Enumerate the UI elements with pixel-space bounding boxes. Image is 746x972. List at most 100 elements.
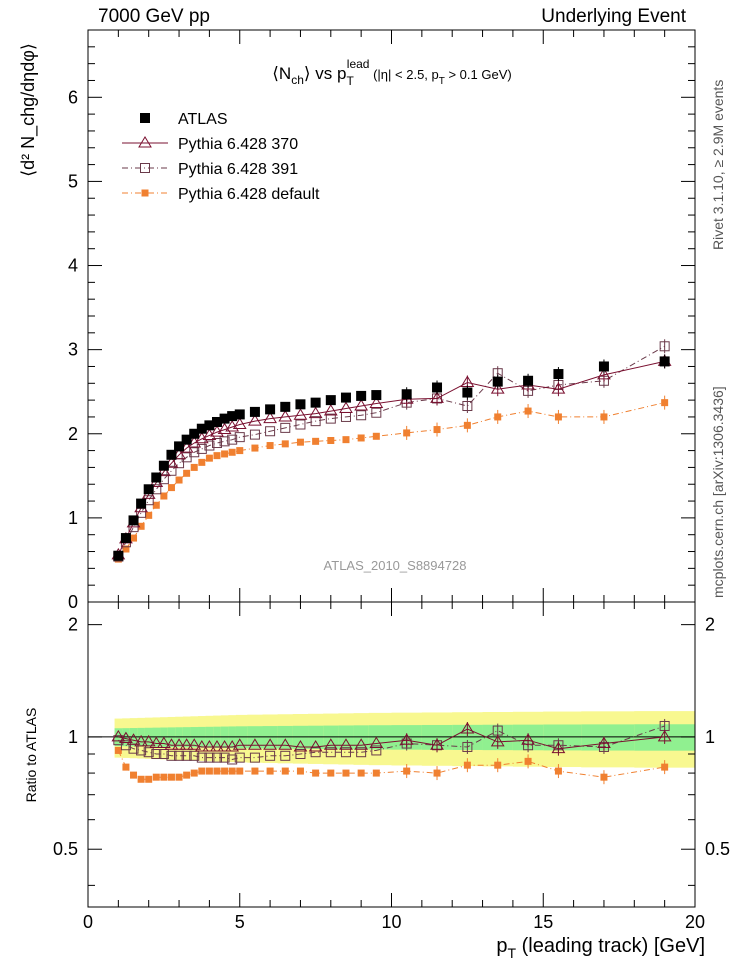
data-point-atlas [280, 401, 291, 412]
data-point-atlas [295, 399, 306, 410]
main-series-group [111, 339, 672, 563]
data-point-pythia-6-428-391 [659, 341, 670, 352]
data-point-pythia-6-428-default [205, 454, 213, 462]
data-point-pythia-6-428-default [312, 437, 320, 445]
ratio-point-pythia-6-428-default [327, 769, 335, 777]
ratio-point-pythia-6-428-default [463, 761, 471, 769]
ratio-point-pythia-6-428-370 [263, 738, 277, 750]
x-axis-title: pT (leading track) [GeV] [496, 935, 705, 961]
data-point-pythia-6-428-391 [371, 407, 382, 418]
data-point-pythia-6-428-391 [356, 410, 367, 421]
data-point-pythia-6-428-default [198, 458, 206, 466]
analysis-id-label: ATLAS_2010_S8894728 [324, 558, 467, 573]
ratio-point-pythia-6-428-default [296, 767, 304, 775]
header-right-label: Underlying Event [541, 6, 686, 27]
y-tick-label-bottom-right: 1 [705, 727, 715, 747]
y-tick-label-top: 4 [68, 256, 78, 276]
ratio-point-pythia-6-428-default [213, 767, 221, 775]
ratio-series-group [111, 718, 672, 785]
data-point-atlas [462, 387, 473, 398]
data-point-pythia-6-428-391 [280, 422, 291, 433]
data-point-pythia-6-428-391 [196, 443, 207, 454]
data-point-pythia-6-428-370 [248, 414, 262, 426]
data-point-atlas [340, 392, 351, 403]
ratio-point-pythia-6-428-370 [232, 738, 247, 750]
data-point-atlas [128, 515, 139, 526]
ratio-point-pythia-6-428-391 [166, 750, 177, 761]
x-tick-label: 0 [83, 912, 93, 932]
x-tick-label: 10 [381, 912, 401, 932]
data-point-atlas [113, 550, 124, 561]
data-point-atlas [189, 428, 200, 439]
ratio-point-pythia-6-428-391 [462, 741, 473, 752]
data-point-pythia-6-428-default [661, 399, 669, 407]
ratio-point-pythia-6-428-default [433, 769, 441, 777]
data-point-atlas [598, 361, 609, 372]
ratio-line-pythia-6-428-391 [118, 725, 665, 761]
data-point-pythia-6-428-391 [295, 419, 306, 430]
plot-title: ⟨Nch⟩ vs pTlead (|η| < 2.5, pT > 0.1 GeV… [272, 57, 511, 88]
data-point-pythia-6-428-default [145, 511, 153, 519]
data-point-pythia-6-428-default [266, 442, 274, 450]
axes-group: 0 5 10 15 20 0 1 2 3 4 5 6 0.5 0.5 1 1 2 2 [53, 29, 730, 932]
data-point-pythia-6-428-default [228, 448, 236, 456]
ratio-point-pythia-6-428-default [372, 769, 380, 777]
ratio-point-pythia-6-428-default [251, 767, 259, 775]
ratio-point-pythia-6-428-391 [204, 752, 215, 763]
data-point-pythia-6-428-default [433, 426, 441, 434]
data-point-atlas [432, 382, 443, 393]
data-point-atlas [120, 533, 131, 544]
ratio-point-pythia-6-428-default [114, 746, 122, 754]
data-point-atlas [401, 389, 412, 400]
data-point-pythia-6-428-370 [308, 406, 323, 419]
ratio-point-pythia-6-428-370 [490, 734, 505, 747]
ratio-point-pythia-6-428-default [228, 767, 236, 775]
legend-label-pythia-6-428-370: Pythia 6.428 370 [178, 136, 298, 153]
ratio-point-pythia-6-428-default [183, 771, 191, 779]
ratio-point-pythia-6-428-370 [217, 739, 232, 752]
ratio-point-pythia-6-428-391 [174, 750, 185, 761]
data-point-atlas [310, 397, 321, 408]
ratio-point-pythia-6-428-391 [265, 750, 276, 761]
ratio-point-pythia-6-428-default [205, 767, 213, 775]
data-point-pythia-6-428-default [160, 492, 168, 500]
ratio-point-pythia-6-428-391 [249, 752, 260, 763]
y-axis-title-bottom: Ratio to ATLAS [23, 708, 39, 803]
ratio-point-pythia-6-428-391 [234, 752, 245, 763]
ratio-point-pythia-6-428-391 [280, 750, 291, 761]
data-point-pythia-6-428-default [281, 440, 289, 448]
data-point-pythia-6-428-default [175, 476, 183, 484]
ratio-point-pythia-6-428-370 [210, 739, 224, 752]
data-point-pythia-6-428-370 [430, 391, 444, 403]
ratio-point-pythia-6-428-370 [657, 729, 672, 742]
ratio-point-pythia-6-428-391 [295, 748, 306, 759]
ratio-point-pythia-6-428-370 [460, 722, 475, 734]
ratio-point-pythia-6-428-default [600, 773, 608, 781]
ratio-point-pythia-6-428-391 [151, 748, 162, 759]
data-point-atlas [166, 449, 177, 460]
ratio-point-pythia-6-428-default [281, 767, 289, 775]
data-point-atlas [659, 356, 670, 367]
data-point-pythia-6-428-default [403, 429, 411, 437]
data-point-pythia-6-428-default [342, 436, 350, 444]
legend-marker-pythia-6-428-391 [140, 163, 150, 173]
data-point-pythia-6-428-default [213, 452, 221, 460]
data-point-pythia-6-428-default [372, 432, 380, 440]
data-point-atlas [211, 416, 222, 427]
y-tick-label-bottom-left: 0.5 [53, 839, 78, 859]
ratio-point-pythia-6-428-391 [325, 747, 336, 758]
ratio-point-pythia-6-428-370 [172, 738, 186, 750]
y-tick-label-top: 5 [68, 171, 78, 191]
data-point-pythia-6-428-default [167, 484, 175, 492]
ratio-point-pythia-6-428-370 [339, 738, 353, 750]
data-point-pythia-6-428-370 [490, 382, 505, 394]
data-point-pythia-6-428-391 [204, 440, 215, 451]
ratio-point-pythia-6-428-391 [340, 747, 351, 758]
ratio-point-pythia-6-428-default [190, 769, 198, 777]
ratio-point-pythia-6-428-370 [141, 734, 156, 747]
data-point-pythia-6-428-391 [325, 413, 336, 424]
ratio-point-pythia-6-428-370 [164, 738, 179, 750]
legend-marker-pythia-6-428-default [141, 189, 149, 197]
x-tick-label: 15 [533, 912, 553, 932]
